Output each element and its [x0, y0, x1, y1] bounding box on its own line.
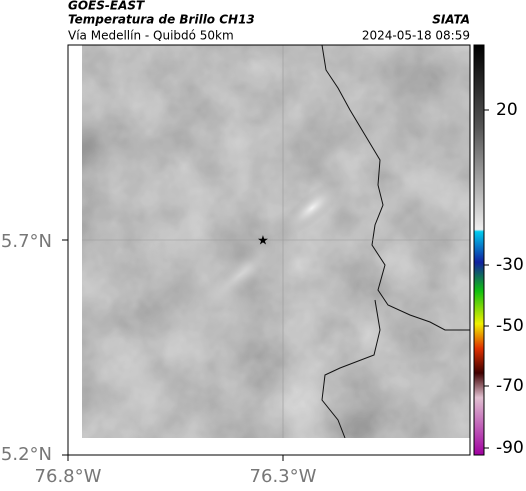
satellite-image: ★	[82, 45, 470, 438]
lat-label: 5.2°N	[1, 444, 52, 465]
colorbar-label: -90	[496, 438, 524, 458]
lat-label: 5.7°N	[1, 231, 52, 252]
bright-cloud	[281, 181, 343, 235]
location-star: ★	[257, 234, 269, 249]
border-line	[321, 45, 470, 438]
colorbar-label: 20	[496, 100, 518, 120]
colorbar-label: -50	[496, 316, 524, 336]
lon-label: 76.3°W	[250, 466, 317, 487]
agency: SIATA	[432, 13, 470, 27]
title: Temperatura de Brillo CH13	[68, 13, 255, 27]
subtitle: Vía Medellín - Quibdó 50km	[68, 29, 234, 43]
colorbar-ticks: 20 -30 -50 -70 -90	[484, 100, 524, 458]
colorbar-label: -70	[496, 376, 524, 396]
colorbar-label: -30	[496, 255, 524, 275]
timestamp: 2024-05-18 08:59	[362, 29, 470, 43]
cloud-band	[177, 221, 303, 329]
source: GOES-EAST	[68, 0, 145, 13]
colorbar	[473, 44, 485, 456]
map-frame	[67, 44, 471, 456]
lon-label: 76.8°W	[35, 466, 102, 487]
